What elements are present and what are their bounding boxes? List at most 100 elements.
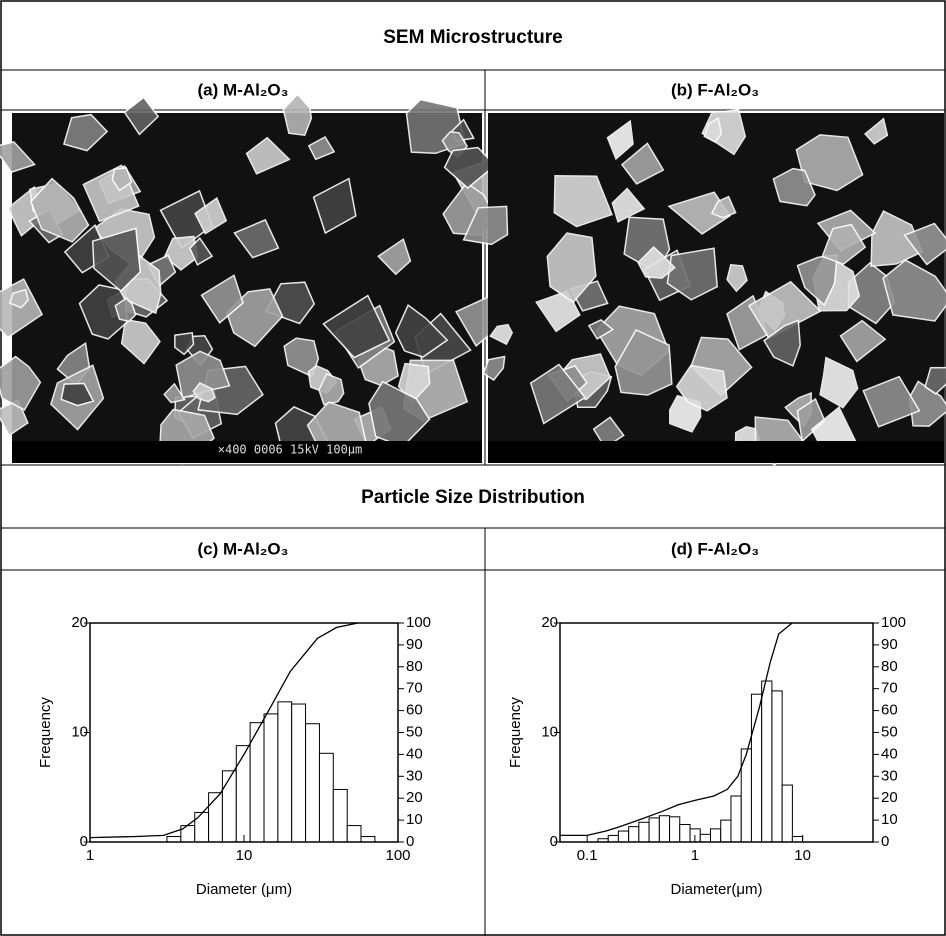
bar xyxy=(235,745,251,843)
particle xyxy=(839,319,887,363)
y2-tick-label: 0 xyxy=(881,833,889,850)
particle xyxy=(862,375,921,428)
x-tick-label: 1 xyxy=(691,847,699,864)
y2-tick-label: 50 xyxy=(881,723,898,740)
y-tick-label: 10 xyxy=(71,723,88,740)
bar xyxy=(679,823,691,843)
sem-image xyxy=(0,93,506,465)
particle xyxy=(864,117,889,145)
particle xyxy=(620,142,665,185)
particle xyxy=(637,246,676,279)
particle xyxy=(394,304,449,358)
bar xyxy=(263,713,279,843)
bar xyxy=(658,815,671,843)
particle xyxy=(821,223,867,266)
particle xyxy=(882,259,946,322)
bar xyxy=(277,701,293,843)
y2-tick-label: 90 xyxy=(881,636,898,653)
particle xyxy=(163,235,199,271)
y2-tick-label: 30 xyxy=(406,767,423,784)
panel-label: (c) M-Al₂O₃ xyxy=(198,539,289,558)
particle xyxy=(188,237,214,266)
particle xyxy=(307,136,336,161)
particle xyxy=(62,113,109,152)
x-tick-label: 0.1 xyxy=(577,847,598,864)
image-strip xyxy=(12,441,482,463)
particle xyxy=(529,363,587,425)
particle xyxy=(482,355,506,381)
particle xyxy=(163,382,186,404)
bar xyxy=(617,830,630,843)
bar xyxy=(346,825,362,843)
particle xyxy=(675,364,728,412)
particle xyxy=(174,331,195,356)
particle xyxy=(200,274,244,324)
y2-tick-label: 100 xyxy=(881,614,906,631)
bar xyxy=(669,816,681,843)
sem-image xyxy=(462,109,946,466)
y-axis-label: Frequency xyxy=(507,697,524,768)
particle xyxy=(606,119,634,161)
bar xyxy=(291,703,307,843)
particle xyxy=(282,93,313,137)
bar xyxy=(761,680,773,843)
bar xyxy=(628,826,640,843)
particle xyxy=(489,323,514,346)
y2-tick-label: 20 xyxy=(881,789,898,806)
y2-tick-label: 10 xyxy=(406,811,423,828)
bar xyxy=(360,836,376,843)
bar xyxy=(699,833,711,843)
bar xyxy=(194,811,210,843)
x-tick-label: 1 xyxy=(86,847,94,864)
particle xyxy=(443,146,497,189)
x-axis-label: Diameter(μm) xyxy=(671,881,763,898)
y2-tick-label: 70 xyxy=(881,680,898,697)
particle xyxy=(30,177,90,243)
particle xyxy=(772,167,816,207)
bar xyxy=(771,690,783,843)
y2-tick-label: 100 xyxy=(406,614,431,631)
particle xyxy=(60,382,95,407)
particle xyxy=(123,96,160,136)
bar xyxy=(791,836,804,843)
bar xyxy=(208,792,223,843)
particle xyxy=(710,195,737,219)
bar xyxy=(720,819,732,843)
cumulative-line xyxy=(89,622,359,839)
y2-tick-label: 60 xyxy=(881,702,898,719)
panel-label: (d) F-Al₂O₃ xyxy=(671,539,759,558)
particle xyxy=(233,218,280,259)
particle xyxy=(546,232,597,304)
particle xyxy=(194,197,228,235)
particle xyxy=(0,141,36,174)
x-tick-label: 100 xyxy=(385,847,410,864)
y-tick-label: 20 xyxy=(71,614,88,631)
image-strip xyxy=(488,441,944,463)
y2-tick-label: 20 xyxy=(406,789,423,806)
bar xyxy=(305,723,320,843)
particle xyxy=(91,227,142,293)
bar xyxy=(332,788,348,843)
particle xyxy=(245,136,291,175)
particle xyxy=(924,366,946,395)
y-tick-label: 0 xyxy=(550,833,558,850)
bar xyxy=(638,821,650,843)
y-tick-label: 0 xyxy=(80,833,88,850)
y2-tick-label: 10 xyxy=(881,811,898,828)
particle xyxy=(796,397,826,443)
particle xyxy=(903,222,946,266)
y2-tick-label: 60 xyxy=(406,702,423,719)
particle xyxy=(192,382,216,403)
y2-tick-label: 80 xyxy=(406,658,423,675)
particle xyxy=(462,205,509,246)
y-tick-label: 20 xyxy=(541,614,558,631)
section-title: SEM Microstructure xyxy=(383,27,562,48)
particle xyxy=(114,297,137,323)
panel-label: (b) F-Al₂O₃ xyxy=(671,80,759,99)
plot-frame xyxy=(559,622,874,843)
particle xyxy=(312,177,357,235)
particle xyxy=(703,116,723,143)
y-axis-label: Frequency xyxy=(37,697,54,768)
y2-tick-label: 70 xyxy=(406,680,423,697)
particle xyxy=(587,319,615,340)
